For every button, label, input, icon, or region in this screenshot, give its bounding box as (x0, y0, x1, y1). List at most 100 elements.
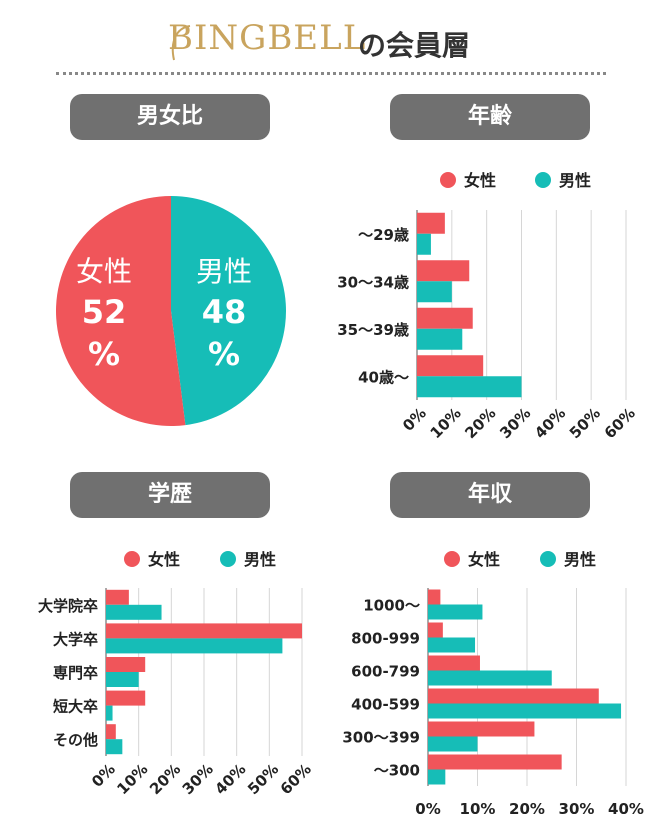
category-label: ～29歳 (358, 226, 409, 244)
legend-marker (535, 172, 551, 188)
pie-label-value: 48 (202, 293, 247, 331)
bar-male (417, 281, 452, 303)
tick-label: 40% (211, 760, 249, 798)
bar-female (428, 754, 562, 770)
bar-female (417, 212, 445, 234)
category-label: 300～399 (342, 729, 420, 747)
legend-label: 女性 (468, 550, 500, 569)
bar-female (106, 657, 146, 672)
tick-label: 10% (113, 760, 151, 798)
pie-label-unit: % (208, 335, 240, 373)
category-label: 40歳～ (358, 368, 409, 386)
bar-female (428, 721, 535, 737)
bar-male (106, 638, 283, 654)
bar-female (428, 655, 480, 671)
tick-label: 0% (415, 800, 440, 818)
bar-male (428, 703, 622, 719)
category-label: 1000～ (363, 597, 420, 615)
divider (56, 72, 606, 75)
brand-swoosh-icon (171, 25, 191, 61)
pie-chart: 女性 52% 男性 48% (56, 196, 287, 427)
bar-male (106, 672, 139, 687)
bar-male (428, 637, 476, 653)
tick-label: 40% (608, 800, 644, 818)
category-label: ～300 (374, 762, 420, 780)
category-label: 800-999 (351, 630, 420, 648)
brand-logo: BINGBELL (168, 18, 367, 58)
bar-female (417, 355, 484, 377)
bar-female (428, 622, 443, 638)
chart-legend: 女性 男性 (444, 550, 596, 569)
section-title-education: 学歴 (70, 472, 270, 518)
age-bar-chart: 女性 男性 ～29歳 30～34歳 35～39歳 40歳～ 0%10%20%30%40%50… (337, 171, 639, 442)
income-bar-chart: 女性 男性 1000～ 800-999 600-799 400-599 300～399 ～30… (342, 550, 644, 818)
tick-label: 20% (146, 760, 184, 798)
legend-marker (444, 551, 460, 567)
category-label: 600-799 (351, 663, 420, 681)
bar-female (428, 688, 599, 704)
bar-male (106, 739, 123, 755)
pie-label-value: 52 (82, 293, 127, 331)
category-label: 短大卒 (53, 698, 98, 716)
legend-label: 男性 (564, 550, 596, 569)
section-title-income: 年収 (390, 472, 590, 518)
page-title: の会員層 (358, 29, 471, 62)
category-label: 35～39歳 (337, 321, 409, 339)
tick-label: 10% (427, 404, 465, 442)
legend-label: 女性 (148, 550, 180, 569)
bar-male (428, 604, 483, 620)
pie-label-name: 女性 (76, 255, 132, 288)
category-label: 30～34歳 (337, 273, 409, 291)
tick-label: 0% (399, 404, 430, 435)
tick-label: 20% (509, 800, 545, 818)
chart-legend: 女性 男性 (124, 550, 276, 569)
pie-slice-male (171, 196, 287, 426)
pie-label-name: 男性 (196, 255, 252, 288)
legend-marker (540, 551, 556, 567)
legend-label: 男性 (559, 171, 591, 190)
legend-label: 女性 (464, 171, 496, 190)
section-title-age: 年齢 (390, 94, 590, 140)
bar-male (417, 376, 522, 398)
bar-female (428, 589, 441, 605)
tick-label: 30% (496, 404, 534, 442)
tick-label: 50% (244, 760, 282, 798)
legend-marker (220, 551, 236, 567)
tick-label: 30% (559, 800, 595, 818)
tick-label: 10% (460, 800, 496, 818)
tick-label: 30% (179, 760, 217, 798)
bar-female (106, 589, 129, 605)
tick-label: 60% (277, 760, 315, 798)
legend-marker (124, 551, 140, 567)
tick-label: 40% (531, 404, 569, 442)
category-label: 大学卒 (53, 630, 98, 648)
bar-male (428, 769, 446, 785)
tick-label: 60% (601, 404, 639, 442)
bar-male (417, 328, 463, 350)
category-label: その他 (53, 731, 98, 749)
bar-female (106, 724, 116, 740)
tick-label: 20% (461, 404, 499, 442)
bar-male (106, 705, 113, 721)
section-title-gender: 男女比 (70, 94, 270, 140)
bar-female (417, 307, 473, 329)
legend-marker (440, 172, 456, 188)
pie-slice-female (56, 196, 186, 427)
pie-label-unit: % (88, 335, 120, 373)
bar-male (106, 604, 162, 620)
chart-legend: 女性 男性 (440, 171, 591, 190)
category-label: 大学院卒 (38, 597, 98, 615)
legend-label: 男性 (244, 550, 276, 569)
tick-label: 50% (566, 404, 604, 442)
category-label: 専門卒 (53, 664, 98, 682)
bar-male (428, 670, 552, 686)
bar-female (417, 260, 470, 282)
category-label: 400-599 (351, 696, 420, 714)
bar-male (417, 233, 431, 255)
page-header: BINGBELL の会員層 (0, 8, 662, 70)
bar-female (106, 690, 146, 706)
bar-female (106, 623, 302, 639)
bar-male (428, 736, 478, 752)
